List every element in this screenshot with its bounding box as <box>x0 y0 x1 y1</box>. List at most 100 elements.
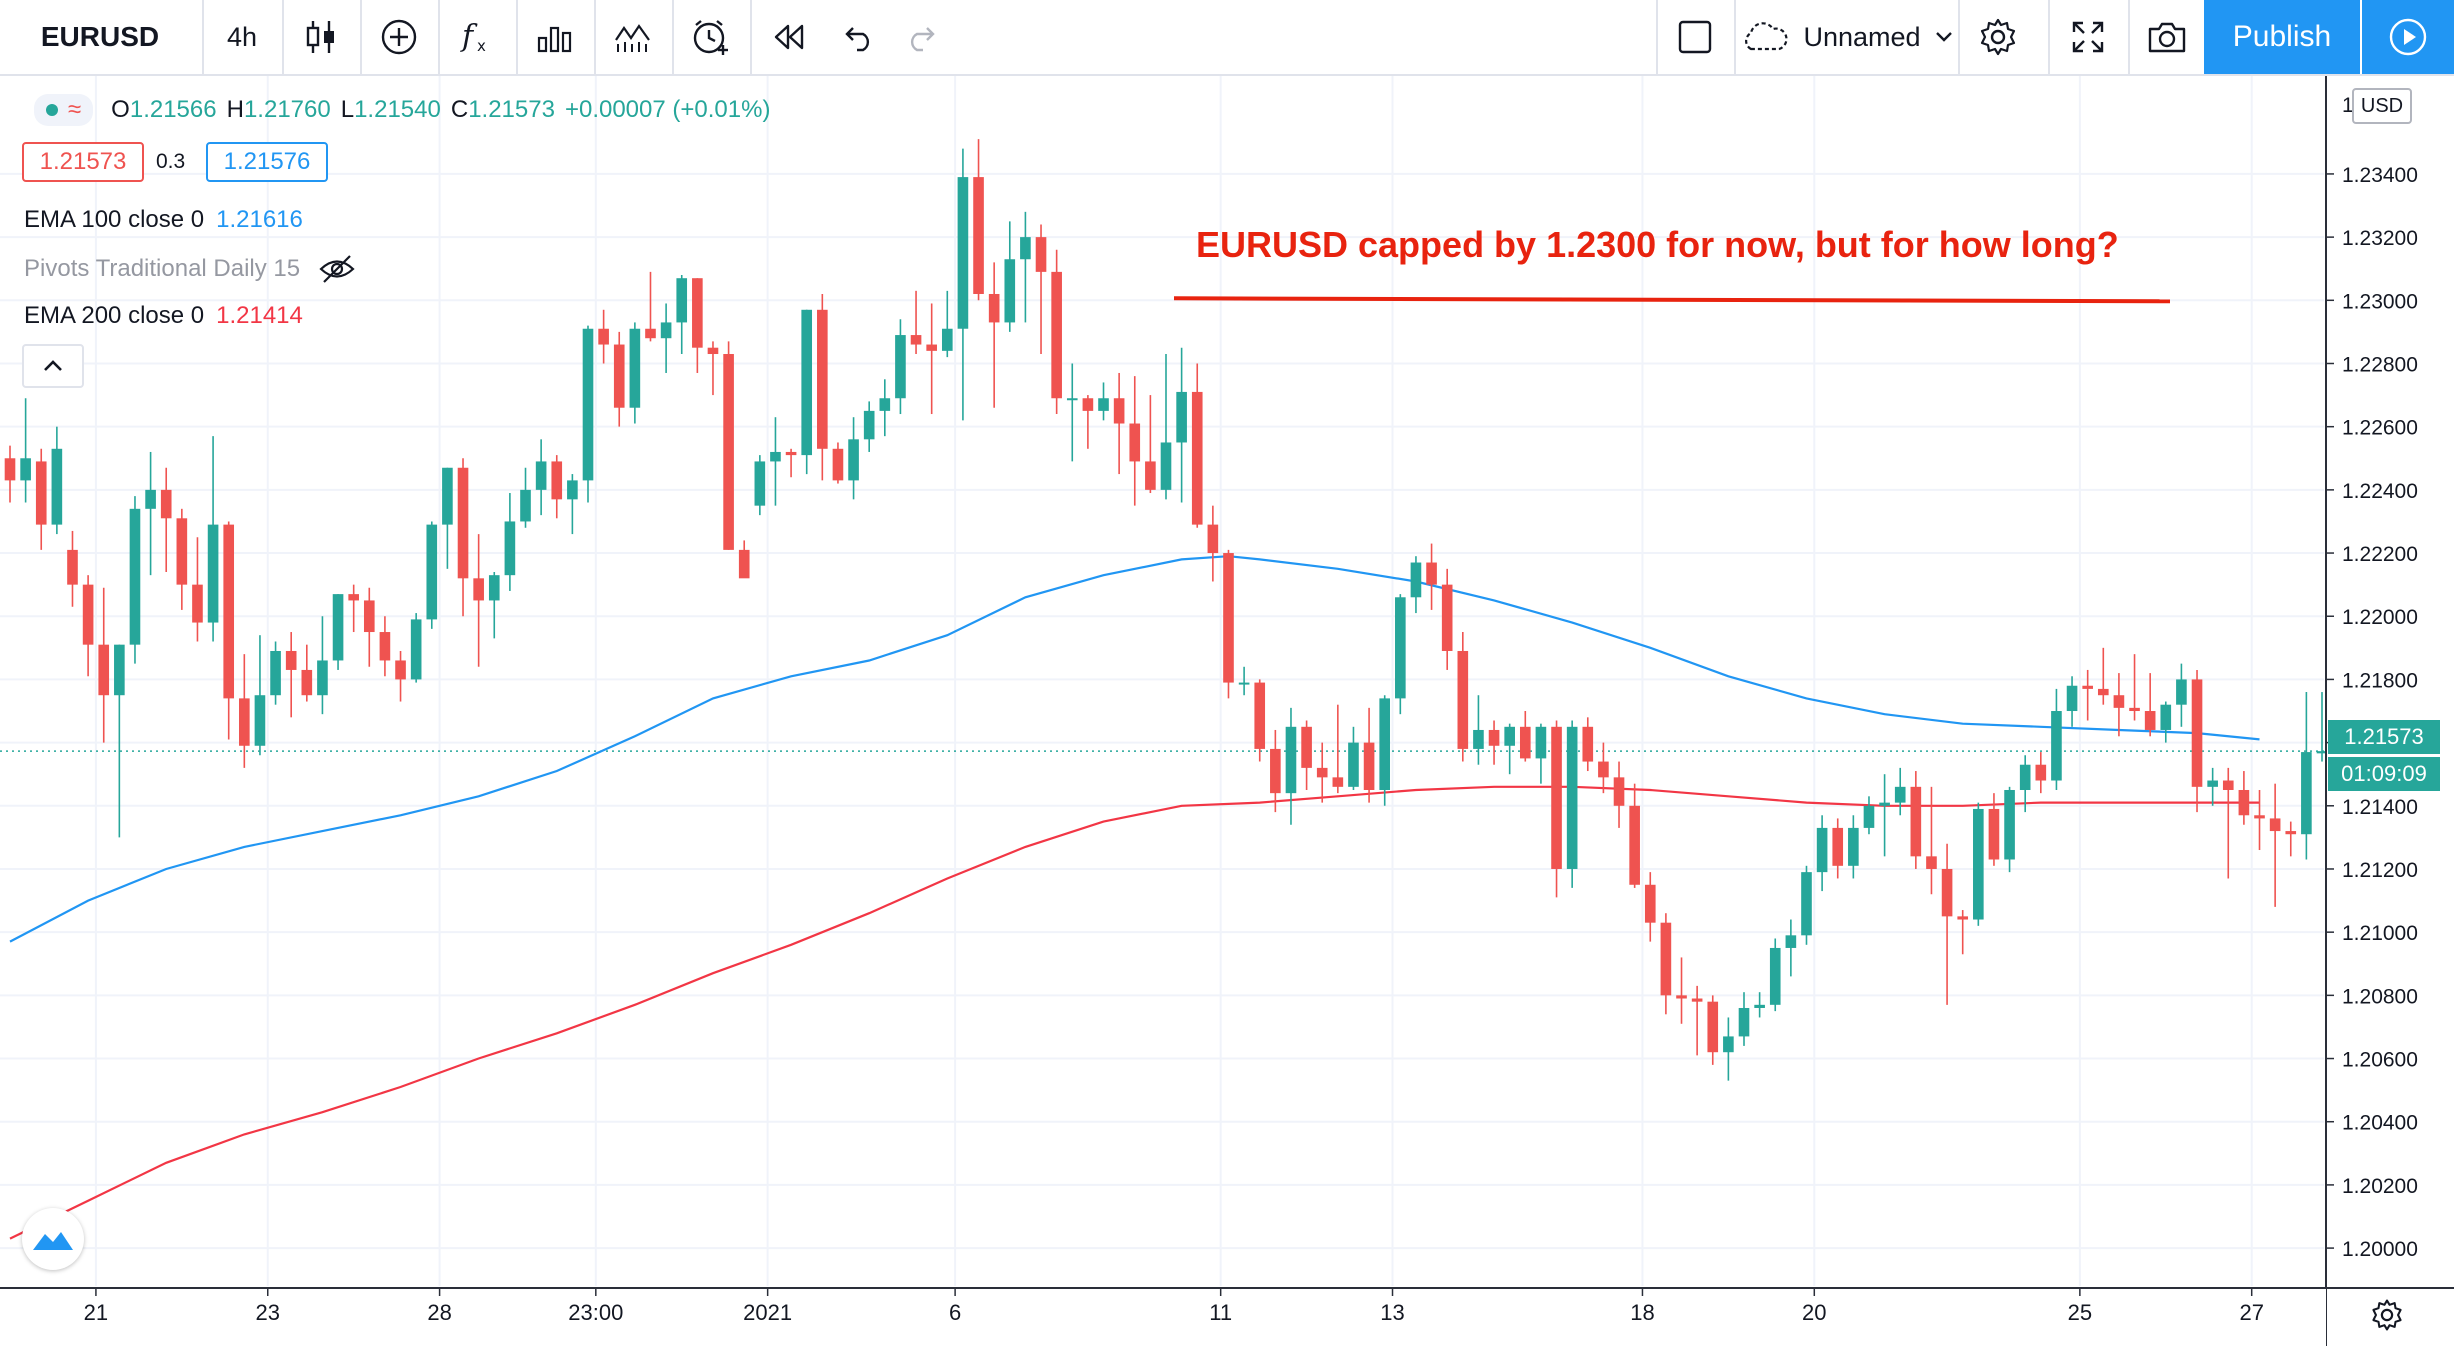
candle-body <box>1254 682 1266 749</box>
indicator-ema100[interactable]: EMA 100 close 0 1.21616 <box>24 206 303 234</box>
undo-button[interactable] <box>828 0 892 74</box>
candle <box>2051 688 2062 790</box>
legend-toggle[interactable]: ≈ <box>34 94 94 126</box>
buy-button[interactable]: 1.21576 <box>206 142 328 182</box>
candle-body <box>114 644 125 696</box>
candle <box>1270 729 1281 813</box>
candle-body <box>1223 553 1234 683</box>
candle-body <box>1769 947 1781 1005</box>
candle-body <box>1066 398 1078 401</box>
gear-icon <box>2372 1299 2402 1331</box>
candle-body <box>1957 916 1969 920</box>
status-dot-icon <box>46 104 58 116</box>
candle <box>2285 821 2297 857</box>
symbol-search-button[interactable]: EURUSD <box>0 0 200 74</box>
tradingview-logo[interactable] <box>22 1208 84 1270</box>
candle <box>488 572 500 639</box>
financials-button[interactable] <box>518 0 592 74</box>
fullscreen-button[interactable] <box>2050 0 2126 74</box>
layout-menu-button[interactable]: Unnamed <box>1736 0 1956 74</box>
compare-button[interactable] <box>362 0 436 74</box>
logo-icon <box>33 1232 73 1250</box>
candle <box>832 442 844 484</box>
legend-collapse-button[interactable] <box>22 344 84 388</box>
sell-button[interactable]: 1.21573 <box>22 142 144 182</box>
candle <box>1395 594 1406 715</box>
candle-body <box>98 644 110 696</box>
candle-body <box>457 467 469 579</box>
open-value: 1.21566 <box>129 96 217 123</box>
candle-body <box>1238 682 1250 685</box>
time-tick-label: 2021 <box>743 1300 792 1325</box>
candle-body <box>1426 562 1437 585</box>
candle <box>1801 865 1812 945</box>
snapshot-button[interactable] <box>2130 0 2204 74</box>
play-button[interactable] <box>2362 0 2454 74</box>
time-tick-label: 11 <box>1209 1300 1232 1325</box>
candle-body <box>285 650 297 670</box>
candle-body <box>2144 711 2156 730</box>
price-tick-label: 1.20200 <box>2342 1175 2418 1198</box>
candle-body <box>348 594 359 601</box>
candle <box>2066 676 2078 727</box>
candle <box>738 540 750 579</box>
time-tick-label: 27 <box>2239 1300 2263 1325</box>
candle <box>1082 395 1094 449</box>
candle <box>129 496 141 664</box>
redo-button[interactable] <box>888 0 952 74</box>
candle <box>1441 568 1453 670</box>
candle-body <box>442 467 453 525</box>
gear-icon <box>1980 18 2016 56</box>
currency-label[interactable]: USD <box>2352 88 2412 124</box>
publish-button[interactable]: Publish <box>2204 0 2360 74</box>
square-icon <box>1678 20 1712 54</box>
candle-body <box>1910 786 1922 857</box>
candle-body <box>160 489 172 519</box>
candle <box>51 426 63 535</box>
alert-button[interactable] <box>674 0 748 74</box>
indicator-ema200[interactable]: EMA 200 close 0 1.21414 <box>24 302 303 330</box>
rewind-icon <box>774 24 804 50</box>
replay-button[interactable] <box>752 0 826 74</box>
candle <box>879 379 891 437</box>
candle <box>67 530 78 607</box>
expand-icon <box>2072 21 2104 53</box>
candle-body <box>582 328 594 481</box>
candle <box>1504 723 1515 775</box>
chart-type-button[interactable] <box>284 0 358 74</box>
candle <box>1551 720 1562 898</box>
candle <box>692 278 703 373</box>
svg-text:x: x <box>477 37 486 55</box>
candle <box>660 303 672 373</box>
candle <box>1113 372 1125 475</box>
candle-body <box>317 660 328 696</box>
ema-lines <box>9 555 2260 1240</box>
candle-body <box>1051 271 1062 399</box>
candle <box>1035 224 1047 355</box>
candle-body <box>1020 237 1031 260</box>
annotation-text[interactable]: EURUSD capped by 1.2300 for now, but for… <box>1196 224 2119 265</box>
candle <box>2176 663 2187 727</box>
interval-button[interactable]: 4h <box>204 0 280 74</box>
indicator-pivots[interactable]: Pivots Traditional Daily 15 <box>24 254 356 284</box>
candle <box>520 467 531 528</box>
candle-body <box>863 410 875 440</box>
candle <box>1707 995 1719 1065</box>
axis-settings-button[interactable] <box>2362 1290 2412 1340</box>
candles-icon <box>306 21 334 53</box>
templates-button[interactable] <box>596 0 670 74</box>
fullscreen-layout-button[interactable] <box>1658 0 1732 74</box>
candle <box>2082 669 2093 721</box>
candle <box>223 521 235 740</box>
candle <box>1566 720 1578 888</box>
chart-template-icon <box>615 24 650 52</box>
candle-body <box>145 489 156 509</box>
candle <box>551 455 563 519</box>
candle <box>1473 695 1484 765</box>
candle-body <box>1082 398 1094 411</box>
candle <box>1988 793 2000 866</box>
candle <box>2019 755 2031 813</box>
settings-button[interactable] <box>1960 0 2036 74</box>
